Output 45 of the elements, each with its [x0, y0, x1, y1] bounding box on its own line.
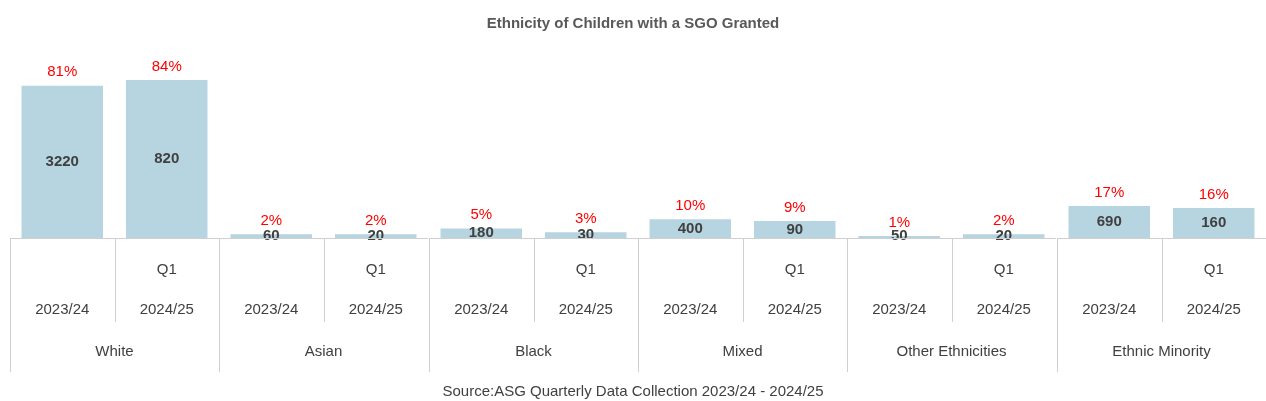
- x-tick-label: 2023/24: [244, 300, 299, 318]
- chart-title: Ethnicity of Children with a SGO Granted: [485, 14, 781, 31]
- data-label: 17%: [1093, 182, 1124, 200]
- annotation: 690: [1096, 212, 1122, 230]
- annotation: 160: [1200, 213, 1226, 231]
- x-axis-title: Asian: [305, 342, 343, 360]
- text: Q1: [156, 260, 177, 278]
- x-axis-title: Mixed: [722, 342, 763, 360]
- annotation: 400: [677, 218, 703, 236]
- text: Q1: [1203, 260, 1224, 278]
- data-label: 81%: [47, 62, 78, 80]
- text: Q1: [366, 260, 387, 278]
- x-axis-title: White: [95, 342, 134, 360]
- annotation: 90: [786, 219, 804, 237]
- x-tick-label: 2023/24: [1081, 300, 1137, 318]
- data-label: 2%: [260, 210, 283, 228]
- x-tick-label: 2023/24: [35, 300, 90, 318]
- data-label: 84%: [151, 56, 182, 74]
- annotation: 3220: [45, 151, 79, 169]
- text: Q1: [994, 260, 1015, 278]
- x-tick-label: 2023/24: [872, 300, 927, 318]
- annotation: 820: [154, 149, 180, 167]
- data-label: 1%: [888, 212, 911, 230]
- data-label: 3%: [574, 209, 597, 226]
- x-tick-label: 2024/25: [976, 300, 1032, 318]
- data-label: 10%: [675, 195, 706, 213]
- x-tick-label: 2024/25: [348, 300, 404, 318]
- text: Q1: [784, 260, 805, 278]
- x-axis-title: Black: [514, 342, 552, 360]
- x-tick-label: 2024/25: [558, 300, 613, 318]
- x-tick-label: 2024/25: [1186, 300, 1241, 318]
- x-tick-label: 2024/25: [767, 300, 822, 318]
- x-tick-label: 2024/25: [139, 300, 194, 318]
- annotation: 180: [468, 223, 494, 241]
- x-tick-label: 2023/24: [453, 300, 509, 318]
- data-label: 2%: [365, 210, 387, 228]
- data-label: 16%: [1198, 184, 1229, 202]
- text: Q1: [575, 260, 596, 278]
- data-label: 9%: [783, 197, 806, 215]
- x-tick-label: 2023/24: [663, 300, 718, 318]
- data-label: 5%: [470, 205, 492, 223]
- data-label: 2%: [993, 210, 1015, 228]
- x-axis-title: Ethnic Minority: [1111, 342, 1211, 360]
- x-axis-title: Other Ethnicities: [896, 342, 1007, 360]
- source-note: Source:ASG Quarterly Data Collection 2023/24 - 2024/25: [441, 382, 825, 399]
